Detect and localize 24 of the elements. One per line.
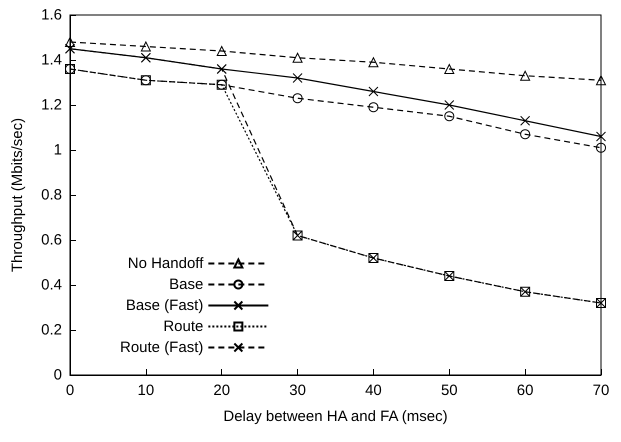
x-tick-label: 70 (592, 382, 610, 399)
legend-label: Route (Fast) (120, 339, 204, 356)
y-tick-label: 0.4 (41, 276, 62, 294)
y-tick-label: 0.8 (41, 186, 62, 204)
y-axis-title: Throughput (Mbits/sec) (9, 118, 26, 272)
x-tick-label: 30 (289, 382, 306, 399)
x-axis-title: Delay between HA and FA (msec) (223, 408, 448, 425)
legend-label: Base (Fast) (126, 297, 204, 314)
y-tick-label: 1.6 (41, 6, 62, 24)
legend-label: Route (163, 318, 204, 335)
y-tick-label: 1.2 (41, 96, 62, 114)
x-tick-label: 0 (66, 382, 74, 399)
y-tick-label: 0 (54, 366, 62, 384)
legend-label: Base (169, 276, 204, 293)
x-tick-label: 10 (138, 382, 154, 399)
x-tick-label: 40 (365, 382, 382, 399)
x-tick-label: 60 (516, 382, 534, 399)
y-tick-label: 1.4 (41, 52, 62, 68)
y-tick-label: 1 (54, 142, 62, 158)
y-tick-label: 0.6 (41, 232, 62, 248)
x-tick-label: 20 (213, 382, 230, 399)
x-tick-label: 50 (440, 382, 458, 399)
legend-label: No Handoff (128, 255, 204, 272)
y-tick-label: 0.2 (41, 322, 62, 338)
